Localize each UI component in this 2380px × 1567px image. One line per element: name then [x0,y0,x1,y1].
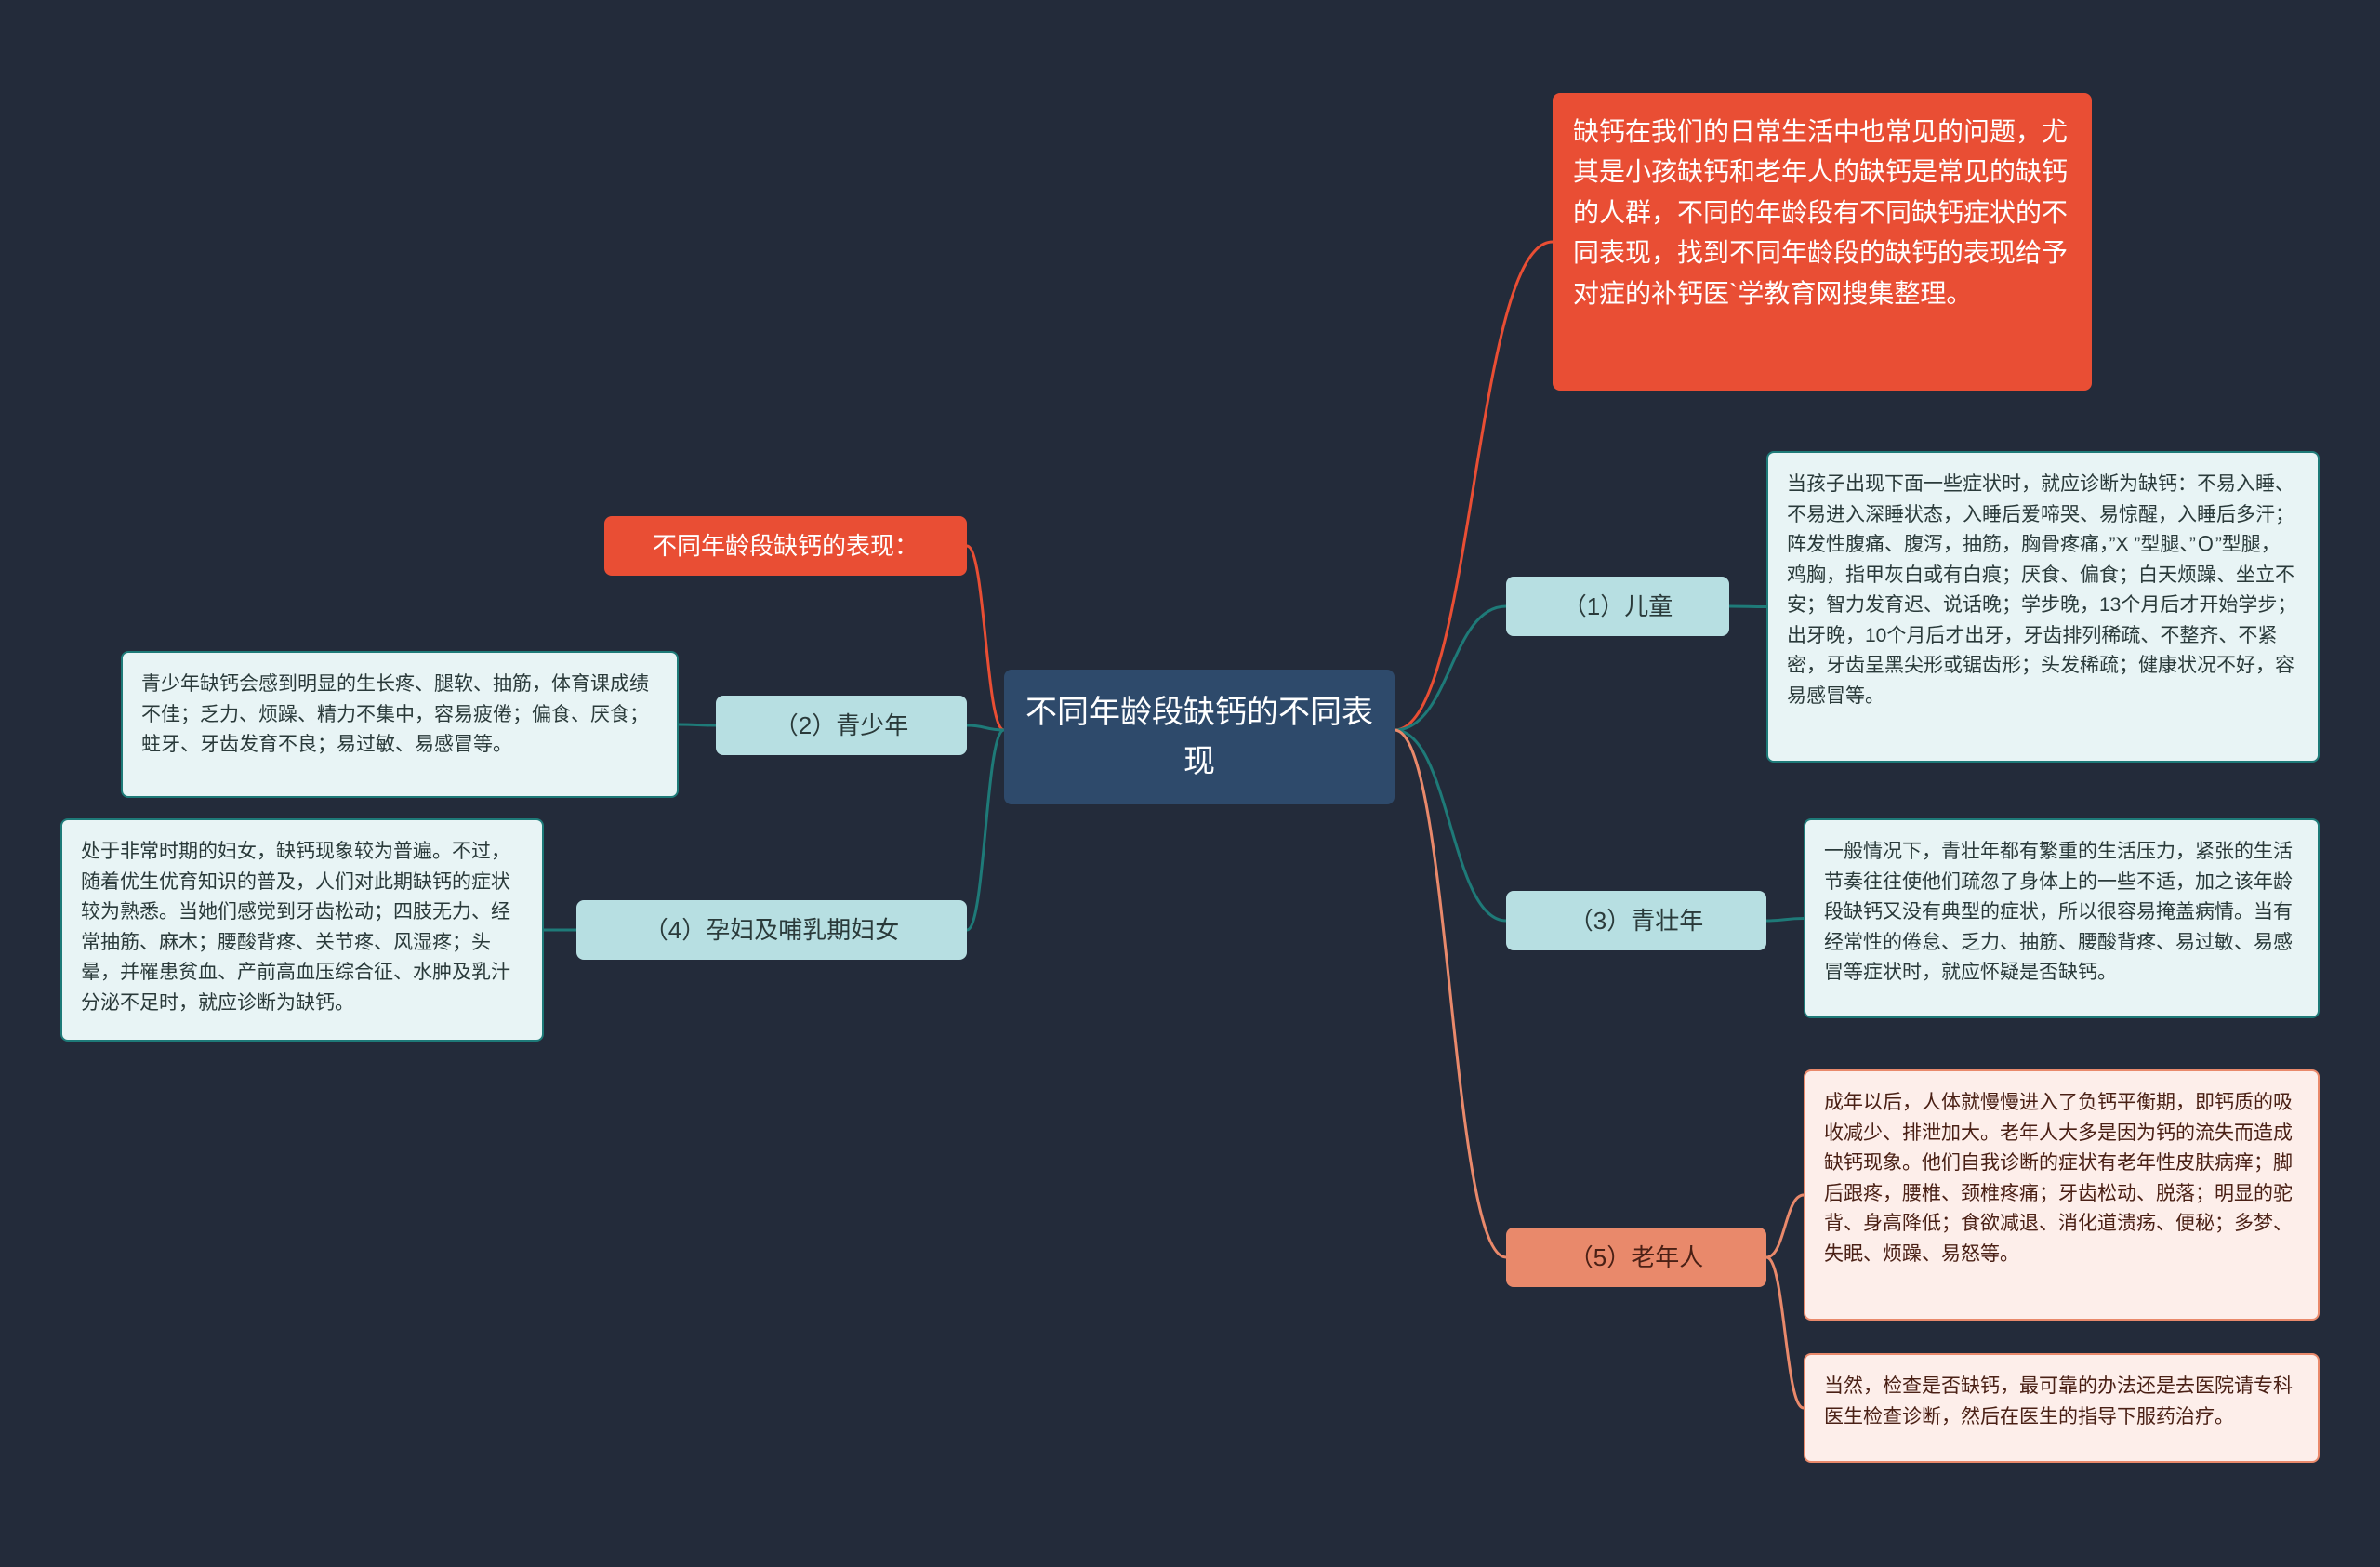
leaf-b5-1: 当然，检查是否缺钙，最可靠的办法还是去医院请专科医生检查诊断，然后在医生的指导下… [1804,1353,2320,1463]
center-topic: 不同年龄段缺钙的不同表现 [1004,670,1395,804]
branch-b2: （2）青少年 [716,696,967,755]
leaf-b1-0: 当孩子出现下面一些症状时，就应诊断为缺钙：不易入睡、不易进入深睡状态，入睡后爱啼… [1766,451,2320,763]
branch-b4: （4）孕妇及哺乳期妇女 [576,900,967,960]
leaf-b2-0: 青少年缺钙会感到明显的生长疼、腿软、抽筋，体育课成绩不佳；乏力、烦躁、精力不集中… [121,651,679,798]
leaf-b5-0: 成年以后，人体就慢慢进入了负钙平衡期，即钙质的吸收减少、排泄加大。老年人大多是因… [1804,1069,2320,1321]
leaf-intro-0: 缺钙在我们的日常生活中也常见的问题，尤其是小孩缺钙和老年人的缺钙是常见的缺钙的人… [1553,93,2092,391]
mindmap-stage: 不同年龄段缺钙的不同表现 不同年龄段缺钙的表现： （2）青少年青少年缺钙会感到明显的… [0,0,2380,1567]
leaf-b3-0: 一般情况下，青壮年都有繁重的生活压力，紧张的生活节奏往往使他们疏忽了身体上的一些… [1804,818,2320,1018]
branch-b0: 不同年龄段缺钙的表现： [604,516,967,576]
branch-b1: （1）儿童 [1506,577,1729,636]
branch-b5: （5）老年人 [1506,1228,1766,1287]
branch-b3: （3）青壮年 [1506,891,1766,950]
leaf-b4-0: 处于非常时期的妇女，缺钙现象较为普遍。不过，随着优生优育知识的普及，人们对此期缺… [60,818,544,1042]
